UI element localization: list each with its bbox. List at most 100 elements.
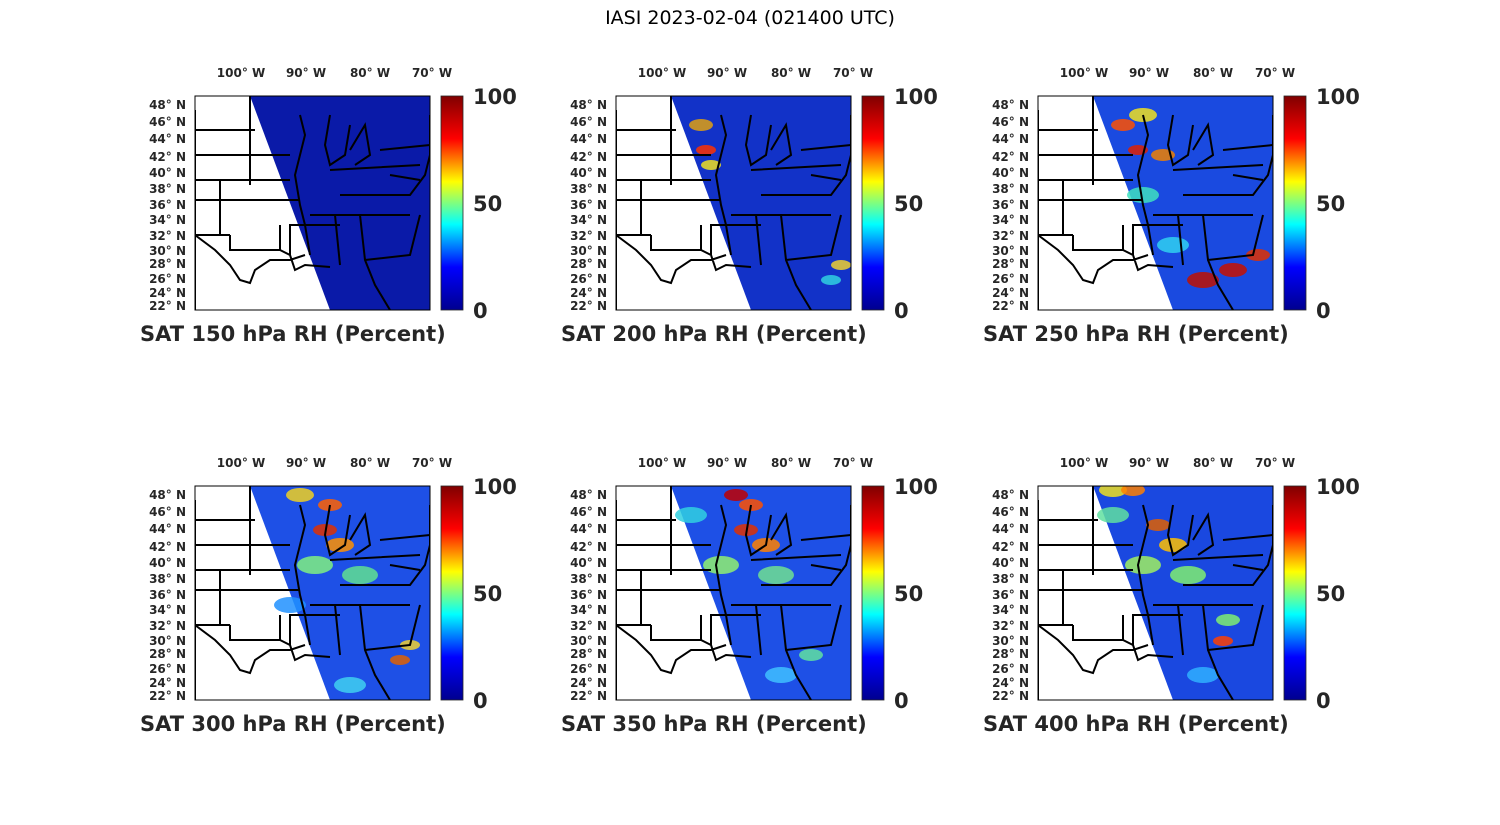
humidity-region [1121, 486, 1145, 496]
lat-tick-label: 22° N [992, 689, 1029, 703]
lon-tick-label: 70° W [833, 456, 873, 470]
lon-tick-label: 100° W [1060, 66, 1108, 80]
humidity-region [1097, 507, 1129, 523]
lon-tick-label: 70° W [833, 66, 873, 80]
lon-tick-label: 90° W [1129, 66, 1169, 80]
humidity-region [1216, 614, 1240, 626]
lat-tick-label: 26° N [570, 272, 607, 286]
lon-tick-label: 100° W [1060, 456, 1108, 470]
lat-tick-label: 44° N [149, 132, 186, 146]
colorbar-tick-label: 50 [1316, 192, 1345, 216]
lat-tick-label: 24° N [570, 676, 607, 690]
panel-title: SAT 400 hPa RH (Percent) [983, 712, 1289, 736]
lat-tick-label: 42° N [992, 150, 1029, 164]
lon-tick-label: 70° W [1255, 456, 1295, 470]
map-panel: 100° W 90° W 80° W 70° W 48° N 46° N 44° N 42° … [551, 55, 981, 355]
lon-tick-label: 80° W [1193, 456, 1233, 470]
state-boundaries [616, 486, 851, 700]
panel-title: SAT 300 hPa RH (Percent) [140, 712, 446, 736]
lat-tick-label: 26° N [149, 662, 186, 676]
lat-tick-label: 28° N [992, 647, 1029, 661]
lat-tick-label: 26° N [570, 662, 607, 676]
state-boundaries [1038, 486, 1273, 700]
lat-tick-label: 26° N [992, 272, 1029, 286]
lat-tick-label: 40° N [992, 556, 1029, 570]
lat-tick-label: 40° N [149, 166, 186, 180]
lat-tick-label: 36° N [992, 588, 1029, 602]
lon-tick-label: 80° W [350, 456, 390, 470]
lat-tick-label: 48° N [570, 98, 607, 112]
lat-tick-label: 44° N [992, 132, 1029, 146]
colorbar-tick-label: 0 [1316, 299, 1331, 323]
lon-tick-label: 70° W [412, 456, 452, 470]
humidity-region [689, 119, 713, 131]
lat-tick-label: 28° N [570, 647, 607, 661]
state-boundaries [195, 486, 430, 700]
humidity-region [1213, 636, 1233, 646]
colorbar-tick-label: 0 [894, 299, 909, 323]
lat-tick-label: 34° N [992, 603, 1029, 617]
colorbar-tick-label: 100 [1316, 475, 1360, 499]
humidity-region [1219, 263, 1247, 277]
lat-tick-label: 48° N [992, 488, 1029, 502]
humidity-region [1157, 237, 1189, 253]
lon-tick-label: 90° W [286, 456, 326, 470]
lat-tick-label: 44° N [992, 522, 1029, 536]
lat-tick-label: 34° N [149, 213, 186, 227]
lat-tick-label: 46° N [570, 505, 607, 519]
lon-tick-label: 90° W [707, 66, 747, 80]
humidity-region [342, 566, 378, 584]
humidity-region [758, 566, 794, 584]
lat-tick-label: 42° N [570, 540, 607, 554]
lat-tick-label: 30° N [149, 244, 186, 258]
lat-tick-label: 42° N [149, 540, 186, 554]
lat-tick-label: 22° N [570, 299, 607, 313]
lat-tick-label: 46° N [149, 505, 186, 519]
lat-tick-label: 30° N [149, 634, 186, 648]
lat-tick-label: 24° N [149, 676, 186, 690]
lat-tick-label: 22° N [992, 299, 1029, 313]
lat-tick-label: 24° N [992, 676, 1029, 690]
lon-tick-label: 70° W [412, 66, 452, 80]
lat-tick-label: 44° N [570, 132, 607, 146]
colorbar [1283, 95, 1307, 311]
colorbar [861, 95, 885, 311]
lon-tick-label: 90° W [286, 66, 326, 80]
lat-tick-label: 28° N [149, 647, 186, 661]
lat-tick-label: 44° N [149, 522, 186, 536]
humidity-region [326, 538, 354, 552]
lat-tick-label: 38° N [149, 572, 186, 586]
humidity-region [1125, 556, 1161, 574]
lon-tick-label: 100° W [217, 66, 265, 80]
lon-tick-label: 100° W [217, 456, 265, 470]
lat-tick-label: 30° N [992, 634, 1029, 648]
map-panel: 100° W 90° W 80° W 70° W 48° N 46° N 44° N 42° … [973, 445, 1403, 745]
lat-tick-label: 30° N [992, 244, 1029, 258]
panel-title: SAT 250 hPa RH (Percent) [983, 322, 1289, 346]
lat-tick-label: 42° N [149, 150, 186, 164]
lon-tick-label: 100° W [638, 66, 686, 80]
map-frame [1037, 485, 1274, 701]
map-frame [1037, 95, 1274, 311]
humidity-region [334, 677, 366, 693]
colorbar-tick-label: 50 [473, 192, 502, 216]
lat-tick-label: 46° N [992, 115, 1029, 129]
lat-tick-label: 48° N [149, 98, 186, 112]
humidity-region [286, 488, 314, 502]
lat-tick-label: 36° N [570, 198, 607, 212]
colorbar [440, 485, 464, 701]
lat-tick-label: 46° N [992, 505, 1029, 519]
map-frame [615, 485, 852, 701]
lat-tick-label: 48° N [149, 488, 186, 502]
lon-tick-label: 80° W [771, 456, 811, 470]
humidity-region [831, 260, 851, 270]
colorbar [440, 95, 464, 311]
lat-tick-label: 38° N [570, 182, 607, 196]
panel-title: SAT 350 hPa RH (Percent) [561, 712, 867, 736]
lat-tick-label: 46° N [570, 115, 607, 129]
lat-tick-label: 40° N [570, 556, 607, 570]
humidity-region [1246, 249, 1270, 261]
map-panel: 100° W 90° W 80° W 70° W 48° N 46° N 44° N 42° … [130, 55, 560, 355]
humidity-region [1111, 119, 1135, 131]
lon-tick-label: 90° W [707, 456, 747, 470]
